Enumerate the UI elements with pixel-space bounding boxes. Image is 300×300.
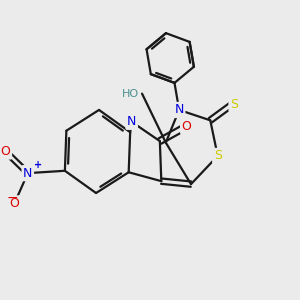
Text: +: + — [34, 160, 42, 170]
Text: S: S — [214, 149, 222, 162]
Text: −: − — [6, 191, 18, 205]
Text: S: S — [230, 98, 238, 110]
Text: HO: HO — [122, 88, 139, 99]
Text: N: N — [174, 103, 184, 116]
Text: N: N — [23, 167, 32, 180]
Text: N: N — [127, 115, 136, 128]
Text: O: O — [10, 197, 20, 210]
Text: O: O — [182, 120, 191, 133]
Text: O: O — [1, 145, 10, 158]
